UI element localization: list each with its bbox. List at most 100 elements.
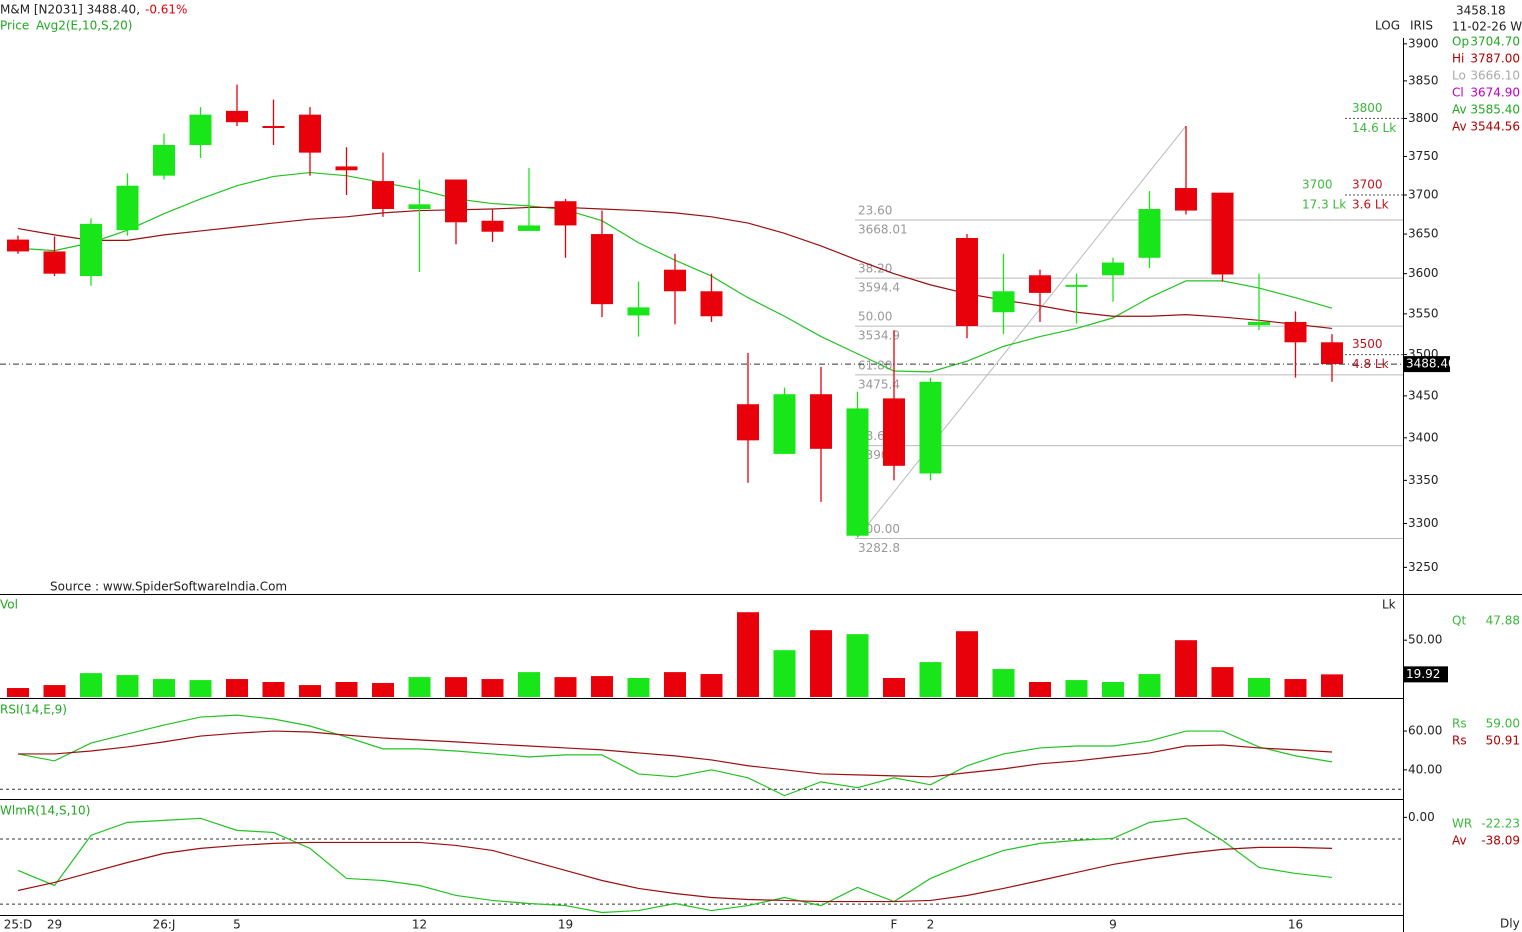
candle-body xyxy=(700,291,723,317)
x-tick-label: 9 xyxy=(1109,918,1117,932)
y-tick-label: 3300 xyxy=(1408,516,1439,530)
volume-bar xyxy=(883,678,905,697)
y-tick-label: 3900 xyxy=(1408,36,1439,50)
candle-body xyxy=(335,166,358,171)
candle-body xyxy=(372,181,394,210)
info-value: 3585.40 xyxy=(1470,103,1520,117)
y-tick-label: 3550 xyxy=(1408,306,1439,320)
candle-body xyxy=(1138,209,1161,258)
oi-strike: 3700 xyxy=(1352,178,1383,192)
candle-body xyxy=(299,114,321,153)
candle-body xyxy=(591,234,613,305)
candle-body xyxy=(189,114,212,145)
readout-value: -22.23 xyxy=(1481,817,1520,831)
readout-label: Rs xyxy=(1452,717,1467,731)
candle-body xyxy=(846,408,869,536)
volume-bar xyxy=(445,677,467,697)
indicator-line xyxy=(17,817,1333,914)
candle-body xyxy=(992,291,1015,313)
candle-body xyxy=(919,381,942,474)
y-tick-label: 3250 xyxy=(1408,560,1439,574)
readout-label: Av xyxy=(1452,834,1467,848)
indicator-line xyxy=(17,714,1333,797)
volume-bar xyxy=(773,650,796,697)
info-label: Av xyxy=(1452,120,1467,134)
candle-body xyxy=(226,110,248,123)
scale-mode: LOG xyxy=(1375,19,1400,33)
volume-bar xyxy=(7,688,29,697)
candle-body xyxy=(80,223,102,277)
candle-body xyxy=(262,125,285,128)
fib-price: 3282.8 xyxy=(858,541,900,555)
candle-body xyxy=(153,144,175,176)
info-label: Lo xyxy=(1452,69,1466,83)
fib-price: 3594.4 xyxy=(858,281,900,295)
indicator-line xyxy=(17,841,1333,903)
y-tick-label: 3400 xyxy=(1408,430,1439,444)
y-tick-label: 3700 xyxy=(1408,188,1439,202)
moving-average xyxy=(17,206,1333,330)
indicator-line xyxy=(18,730,1333,778)
volume-bar xyxy=(299,685,321,697)
oi-strike: 3700 xyxy=(1302,178,1333,192)
view-mode: IRIS xyxy=(1410,19,1433,33)
readout-label: Rs xyxy=(1452,734,1467,748)
info-value: 3674.90 xyxy=(1470,86,1520,100)
y-tick-label: 3350 xyxy=(1408,473,1439,487)
y-tick-label: 50.00 xyxy=(1408,633,1442,647)
candle-body xyxy=(627,307,650,316)
candle-body xyxy=(7,239,29,252)
candle-body xyxy=(481,220,504,232)
info-value: 3787.00 xyxy=(1470,52,1520,66)
volume-bar xyxy=(153,679,175,697)
candle-body xyxy=(810,394,832,449)
trend-line xyxy=(857,125,1187,538)
x-tick-label: 26:J xyxy=(153,918,176,932)
y-tick-label: 3450 xyxy=(1408,388,1439,402)
y-tick-label: 3750 xyxy=(1408,149,1439,163)
cursor-date: 11-02-26 We xyxy=(1452,20,1522,34)
volume-bar xyxy=(189,680,212,697)
readout-value: 50.91 xyxy=(1486,734,1520,748)
oi-value: 14.6 Lk xyxy=(1352,121,1396,135)
candle-body xyxy=(664,269,686,292)
fib-ratio: 50.00 xyxy=(858,310,892,324)
last-price-label: 3488.40 xyxy=(1406,357,1456,371)
volume-bar xyxy=(554,677,577,697)
volume-bar xyxy=(116,675,139,697)
candle-body xyxy=(116,185,139,231)
volume-unit: Lk xyxy=(1382,598,1396,612)
volume-bar xyxy=(1248,678,1270,697)
candle-body xyxy=(883,398,905,466)
candle-body xyxy=(773,394,796,454)
volume-bar xyxy=(810,630,832,697)
volume-bar xyxy=(481,679,504,697)
y-tick-label: 60.00 xyxy=(1408,724,1442,738)
volume-bar xyxy=(335,682,358,697)
x-tick-label: F xyxy=(891,918,898,932)
volume-bar xyxy=(1102,682,1124,697)
x-tick-label: 16 xyxy=(1288,918,1303,932)
fib-price: 3475.4 xyxy=(858,377,900,391)
volume-bar xyxy=(408,677,431,697)
info-value: 3704.70 xyxy=(1470,35,1520,49)
info-value: 3666.10 xyxy=(1470,69,1520,83)
x-tick-label: 12 xyxy=(412,918,427,932)
volume-bar xyxy=(700,674,723,697)
volume-bar xyxy=(372,683,394,697)
volume-bar xyxy=(627,678,650,697)
info-value: 3544.56 xyxy=(1470,120,1520,134)
info-label: Hi xyxy=(1452,52,1464,66)
panel-title: WlmR(14,S,10) xyxy=(0,804,90,818)
oi-strike: 3800 xyxy=(1352,101,1383,115)
last-price-box xyxy=(1404,356,1450,373)
readout-value: -38.09 xyxy=(1481,834,1520,848)
candle-body xyxy=(1029,275,1051,293)
oi-strike: 3500 xyxy=(1352,337,1383,351)
oi-value: 17.3 Lk xyxy=(1302,198,1346,212)
candle-body xyxy=(1065,284,1088,287)
volume-bar xyxy=(956,631,978,697)
fib-price: 3534.9 xyxy=(858,329,900,343)
last-volume-label: 19.92 xyxy=(1406,667,1440,681)
